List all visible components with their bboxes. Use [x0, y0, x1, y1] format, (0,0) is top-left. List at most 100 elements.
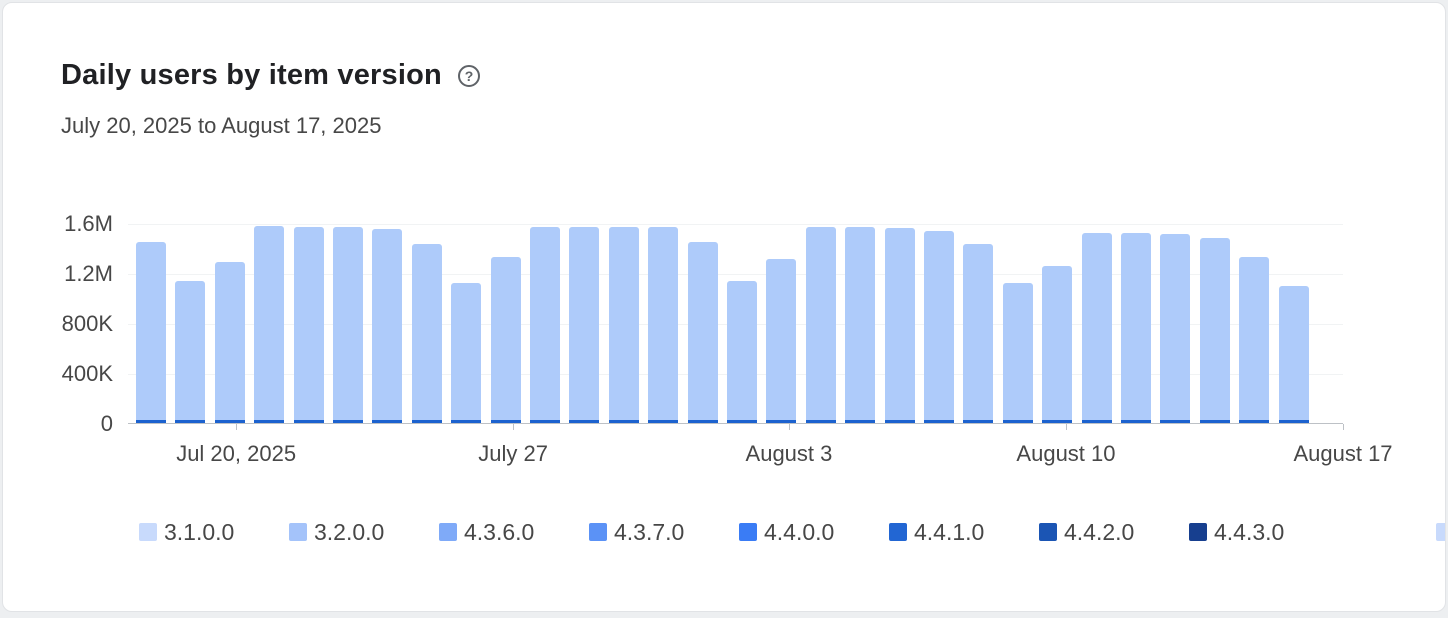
bar-segment-3.2.0.0: [805, 226, 836, 420]
bar[interactable]: [687, 241, 718, 423]
bar-segment-4.4.1.0: [451, 419, 482, 423]
legend-item: 4.4.3.0: [1189, 519, 1339, 546]
chart-legend: 3.1.0.0 3.2.0.0 4.3.6.0 4.3.7.0 4.4.0.0 4.4.1…: [3, 515, 1445, 549]
bar[interactable]: [254, 225, 285, 423]
legend-swatch: [1189, 523, 1207, 541]
bar[interactable]: [372, 229, 403, 423]
bar[interactable]: [1042, 265, 1073, 423]
bar-segment-4.4.1.0: [254, 419, 285, 423]
axis-tick: [1343, 424, 1344, 430]
y-axis-tick-label: 1.6M: [64, 211, 113, 236]
y-axis-tick-label: 400K: [61, 361, 113, 386]
x-axis-tick-label: August 17: [1293, 441, 1393, 466]
bar[interactable]: [569, 226, 600, 423]
x-axis-tick-label: Jul 20, 2025: [176, 441, 297, 466]
bar-segment-3.2.0.0: [1278, 285, 1309, 420]
bar-segment-3.2.0.0: [648, 226, 679, 420]
date-range: July 20, 2025 to August 17, 2025: [61, 113, 382, 138]
legend-swatch-overflow: [1436, 523, 1445, 541]
legend-item: 3.1.0.0: [139, 519, 289, 546]
bar[interactable]: [805, 226, 836, 423]
axis-tick: [788, 424, 790, 430]
legend-swatch: [139, 523, 157, 541]
x-axis-tick-label: July 27: [478, 441, 548, 466]
bar[interactable]: [845, 226, 876, 423]
y-axis-labels: 1.6M 1.2M 800K 400K 0: [3, 211, 113, 436]
legend-swatch: [289, 523, 307, 541]
bar[interactable]: [411, 244, 442, 423]
legend-label: 3.2.0.0: [314, 518, 385, 545]
x-axis-tick-label: August 10: [1016, 441, 1116, 466]
bar[interactable]: [924, 230, 954, 423]
bar-segment-3.2.0.0: [1239, 256, 1270, 420]
bar-segment-4.4.1.0: [1042, 419, 1073, 423]
bar-segment-4.4.1.0: [1278, 419, 1309, 423]
bar[interactable]: [963, 244, 994, 423]
bar[interactable]: [333, 226, 363, 423]
help-circle-icon[interactable]: ?: [457, 64, 480, 87]
legend-swatch: [439, 523, 457, 541]
bar[interactable]: [530, 226, 560, 423]
bar[interactable]: [1160, 234, 1191, 423]
bar[interactable]: [727, 280, 757, 423]
bar-segment-3.2.0.0: [1002, 283, 1033, 420]
bar-segment-3.2.0.0: [1081, 233, 1112, 420]
y-axis-tick-label: 800K: [61, 311, 113, 336]
bar[interactable]: [1199, 238, 1230, 423]
bar-segment-3.2.0.0: [451, 283, 482, 420]
bar-segment-3.2.0.0: [490, 256, 521, 420]
y-axis-tick-label: 0: [100, 411, 113, 436]
bar[interactable]: [1002, 283, 1033, 423]
bar[interactable]: [451, 283, 482, 423]
bar[interactable]: [214, 261, 245, 423]
gridline: [128, 224, 1343, 225]
bar[interactable]: [136, 241, 166, 423]
bar-segment-4.4.1.0: [845, 419, 876, 423]
bar[interactable]: [1081, 233, 1112, 423]
bar-segment-3.2.0.0: [845, 226, 876, 420]
bar-segment-3.2.0.0: [727, 280, 757, 420]
bar-segment-3.2.0.0: [530, 226, 560, 420]
bar-segment-4.4.1.0: [1081, 419, 1112, 423]
bar[interactable]: [1239, 256, 1270, 423]
bar-segment-4.4.1.0: [1199, 419, 1230, 423]
legend-label: 4.3.7.0: [614, 518, 685, 545]
bar[interactable]: [766, 259, 797, 423]
axis-tick: [236, 424, 238, 430]
legend-item: 4.3.7.0: [589, 519, 739, 546]
bar[interactable]: [608, 226, 639, 423]
legend-label: 4.4.1.0: [914, 518, 985, 545]
gridline: [128, 274, 1343, 275]
legend-swatch: [739, 523, 757, 541]
x-axis-tick-label: August 3: [745, 441, 833, 466]
bar[interactable]: [293, 226, 324, 423]
bar[interactable]: [175, 280, 206, 423]
bar[interactable]: [648, 226, 679, 423]
bar-segment-4.4.1.0: [608, 419, 639, 423]
bar-segment-3.2.0.0: [214, 261, 245, 420]
legend-swatch: [889, 523, 907, 541]
bar-segment-4.4.1.0: [293, 419, 324, 423]
bar-segment-3.2.0.0: [884, 228, 915, 420]
bar-segment-4.4.1.0: [411, 419, 442, 423]
x-axis-labels: Jul 20, 2025 July 27 August 3 August 10 Augu…: [128, 441, 1392, 471]
chart-header: Daily users by item version ?: [61, 59, 480, 92]
bar-segment-4.4.1.0: [136, 419, 166, 423]
bar-segment-3.2.0.0: [372, 229, 403, 420]
bar-segment-4.4.1.0: [1121, 419, 1151, 423]
bar[interactable]: [884, 228, 915, 423]
legend-label: 3.1.0.0: [164, 518, 235, 545]
bar-segment-4.4.1.0: [884, 419, 915, 423]
bar[interactable]: [490, 256, 521, 423]
bar-segment-3.2.0.0: [924, 230, 954, 420]
bar[interactable]: [1121, 233, 1151, 423]
bar-segment-3.2.0.0: [293, 226, 324, 420]
legend-item: 4.4.1.0: [889, 519, 1039, 546]
chart-title: Daily users by item version: [61, 59, 442, 91]
plot-area: [128, 224, 1344, 430]
legend-label: 4.4.2.0: [1064, 518, 1135, 545]
bar[interactable]: [1278, 285, 1309, 423]
legend-label: 4.4.0.0: [764, 518, 835, 545]
bar-segment-4.4.1.0: [924, 419, 954, 423]
